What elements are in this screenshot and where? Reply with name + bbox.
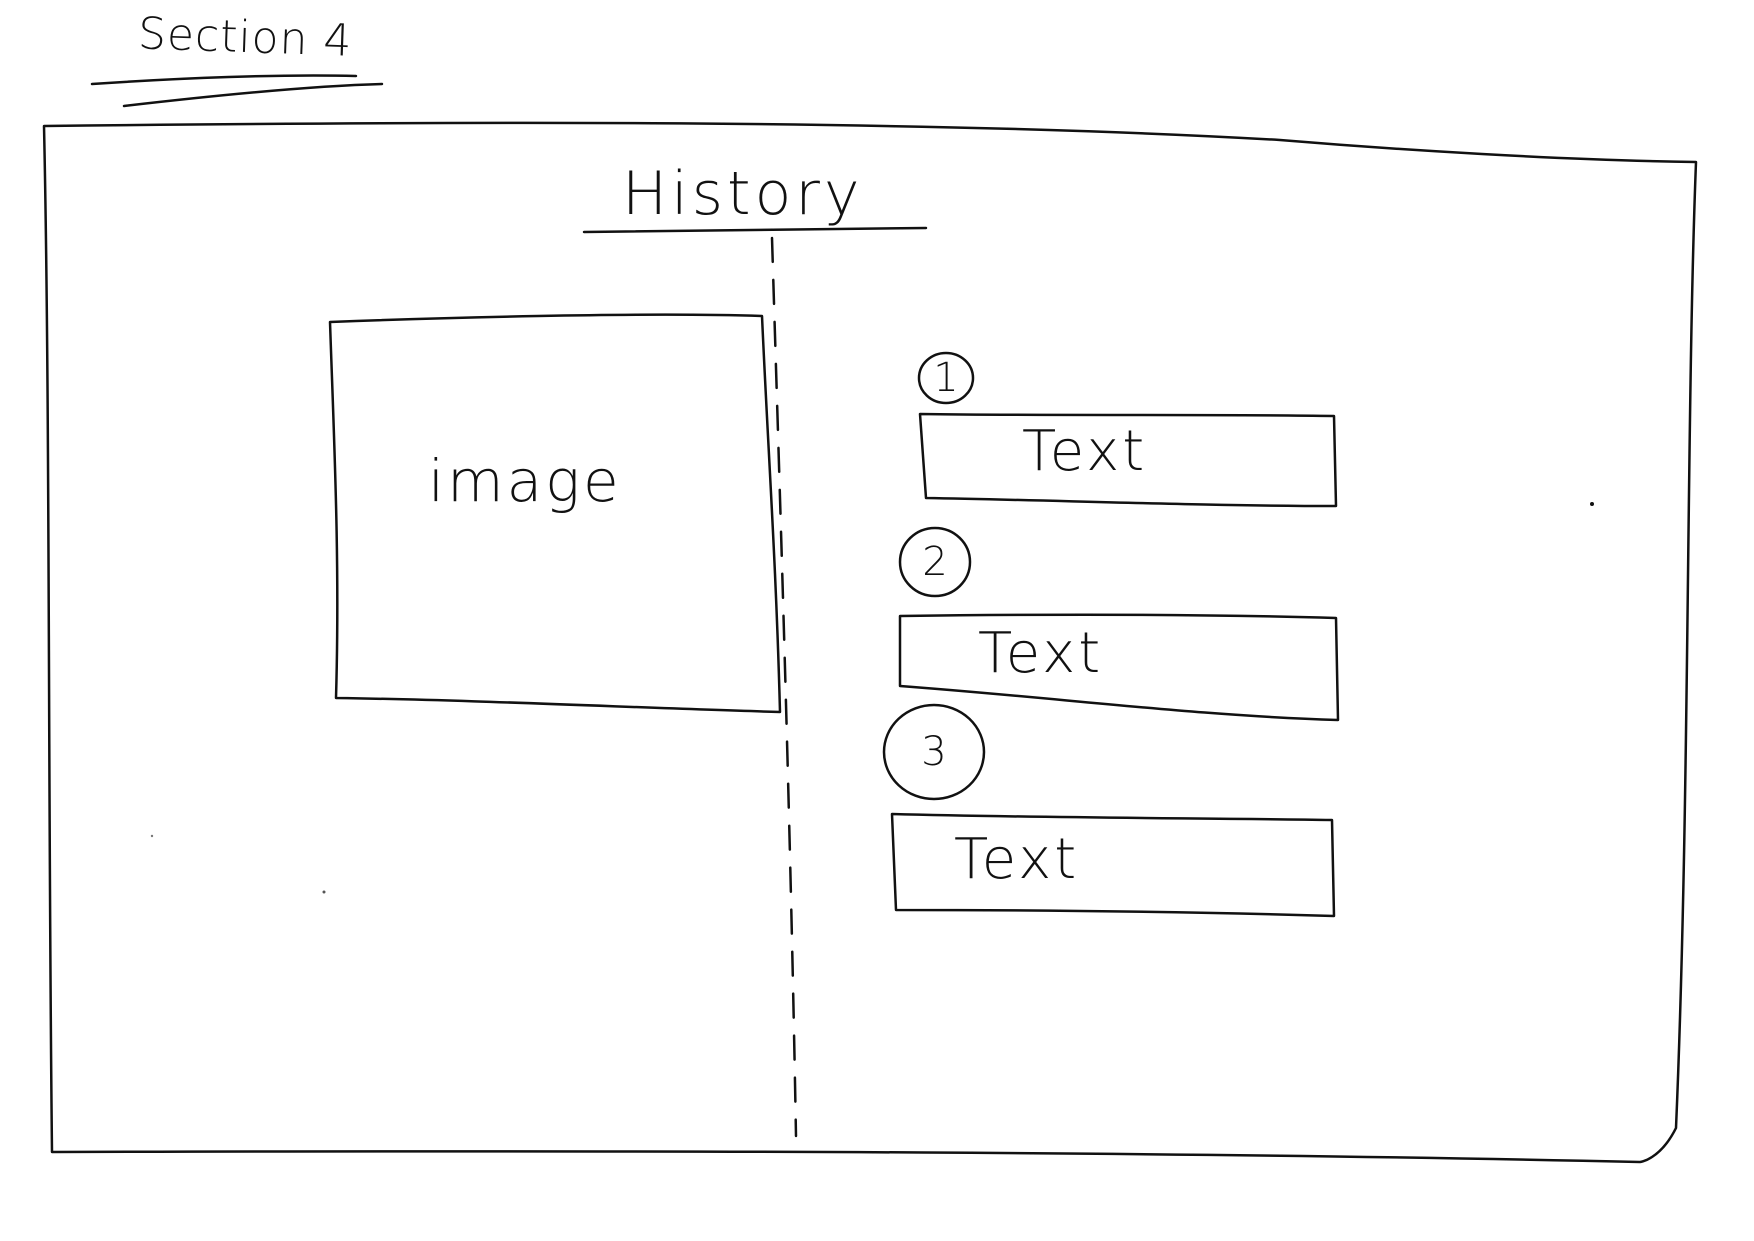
section-underline-2 — [122, 82, 384, 108]
step-circle-1 — [917, 351, 975, 405]
text-box-3 — [890, 812, 1336, 918]
speck — [1590, 502, 1594, 506]
image-placeholder-box — [328, 313, 782, 714]
history-underline — [582, 226, 928, 234]
speck — [150, 834, 154, 838]
section-label: Section 4 — [137, 8, 354, 67]
step-circle-3 — [882, 703, 986, 801]
dashed-divider — [770, 236, 798, 1138]
page-frame — [42, 121, 1698, 1164]
text-box-label-3: Text — [954, 827, 1080, 892]
section-underline-1 — [90, 74, 358, 86]
text-box-label-2: Text — [978, 621, 1104, 686]
step-number-2: 2 — [922, 539, 948, 585]
step-number-1: 1 — [933, 355, 959, 401]
text-box-2 — [898, 613, 1340, 722]
text-box-1 — [918, 412, 1338, 508]
step-number-3: 3 — [921, 729, 947, 775]
step-circle-2 — [898, 526, 972, 598]
text-box-label-1: Text — [1022, 419, 1148, 484]
page-title: History — [622, 159, 864, 229]
image-placeholder-label: image — [428, 447, 622, 515]
speck — [322, 890, 326, 894]
